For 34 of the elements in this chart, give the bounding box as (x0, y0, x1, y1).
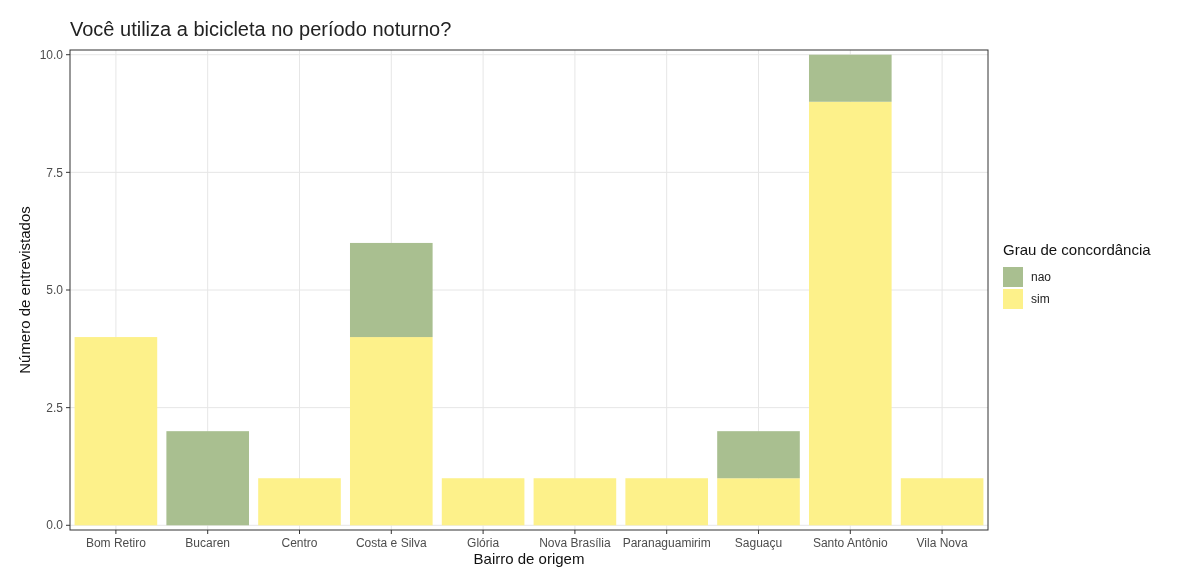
bar (349, 242, 433, 338)
bar (900, 478, 984, 526)
y-tick-label: 0.0 (46, 518, 64, 533)
y-tick-label: 10.0 (39, 47, 64, 62)
bar (808, 101, 892, 526)
x-tick-label: Paranaguamirim (622, 536, 711, 550)
bar (166, 431, 250, 526)
bar (441, 478, 525, 526)
bar (533, 478, 617, 526)
x-tick-label: Costa e Silva (355, 536, 427, 550)
x-tick-label: Nova Brasília (539, 536, 611, 550)
x-tick-label: Centro (281, 536, 318, 550)
x-tick-label: Bom Retiro (85, 536, 147, 550)
bar (808, 54, 892, 102)
bar (625, 478, 709, 526)
x-tick-label: Santo Antônio (812, 536, 888, 550)
legend-label: sim (1031, 292, 1050, 307)
legend-label: nao (1031, 270, 1052, 285)
bar (717, 478, 800, 526)
chart-title: Você utiliza a bicicleta no período noturno? (70, 18, 452, 40)
x-tick-label: Vila Nova (916, 536, 968, 550)
x-tick-label: Saguaçu (734, 536, 783, 550)
bar (258, 478, 341, 526)
x-tick-label: Glória (467, 536, 500, 550)
legend-title: Grau de concordância (1003, 241, 1152, 258)
bar (717, 431, 800, 479)
x-tick-label: Bucaren (185, 536, 231, 550)
y-tick-label: 7.5 (46, 165, 64, 180)
y-tick-label: 5.0 (46, 283, 64, 298)
bar (349, 337, 433, 526)
x-axis-title: Bairro de origem (473, 550, 585, 567)
y-tick-label: 2.5 (46, 400, 64, 415)
y-axis-title: Número de entrevistados (16, 206, 33, 374)
bar (74, 337, 158, 526)
